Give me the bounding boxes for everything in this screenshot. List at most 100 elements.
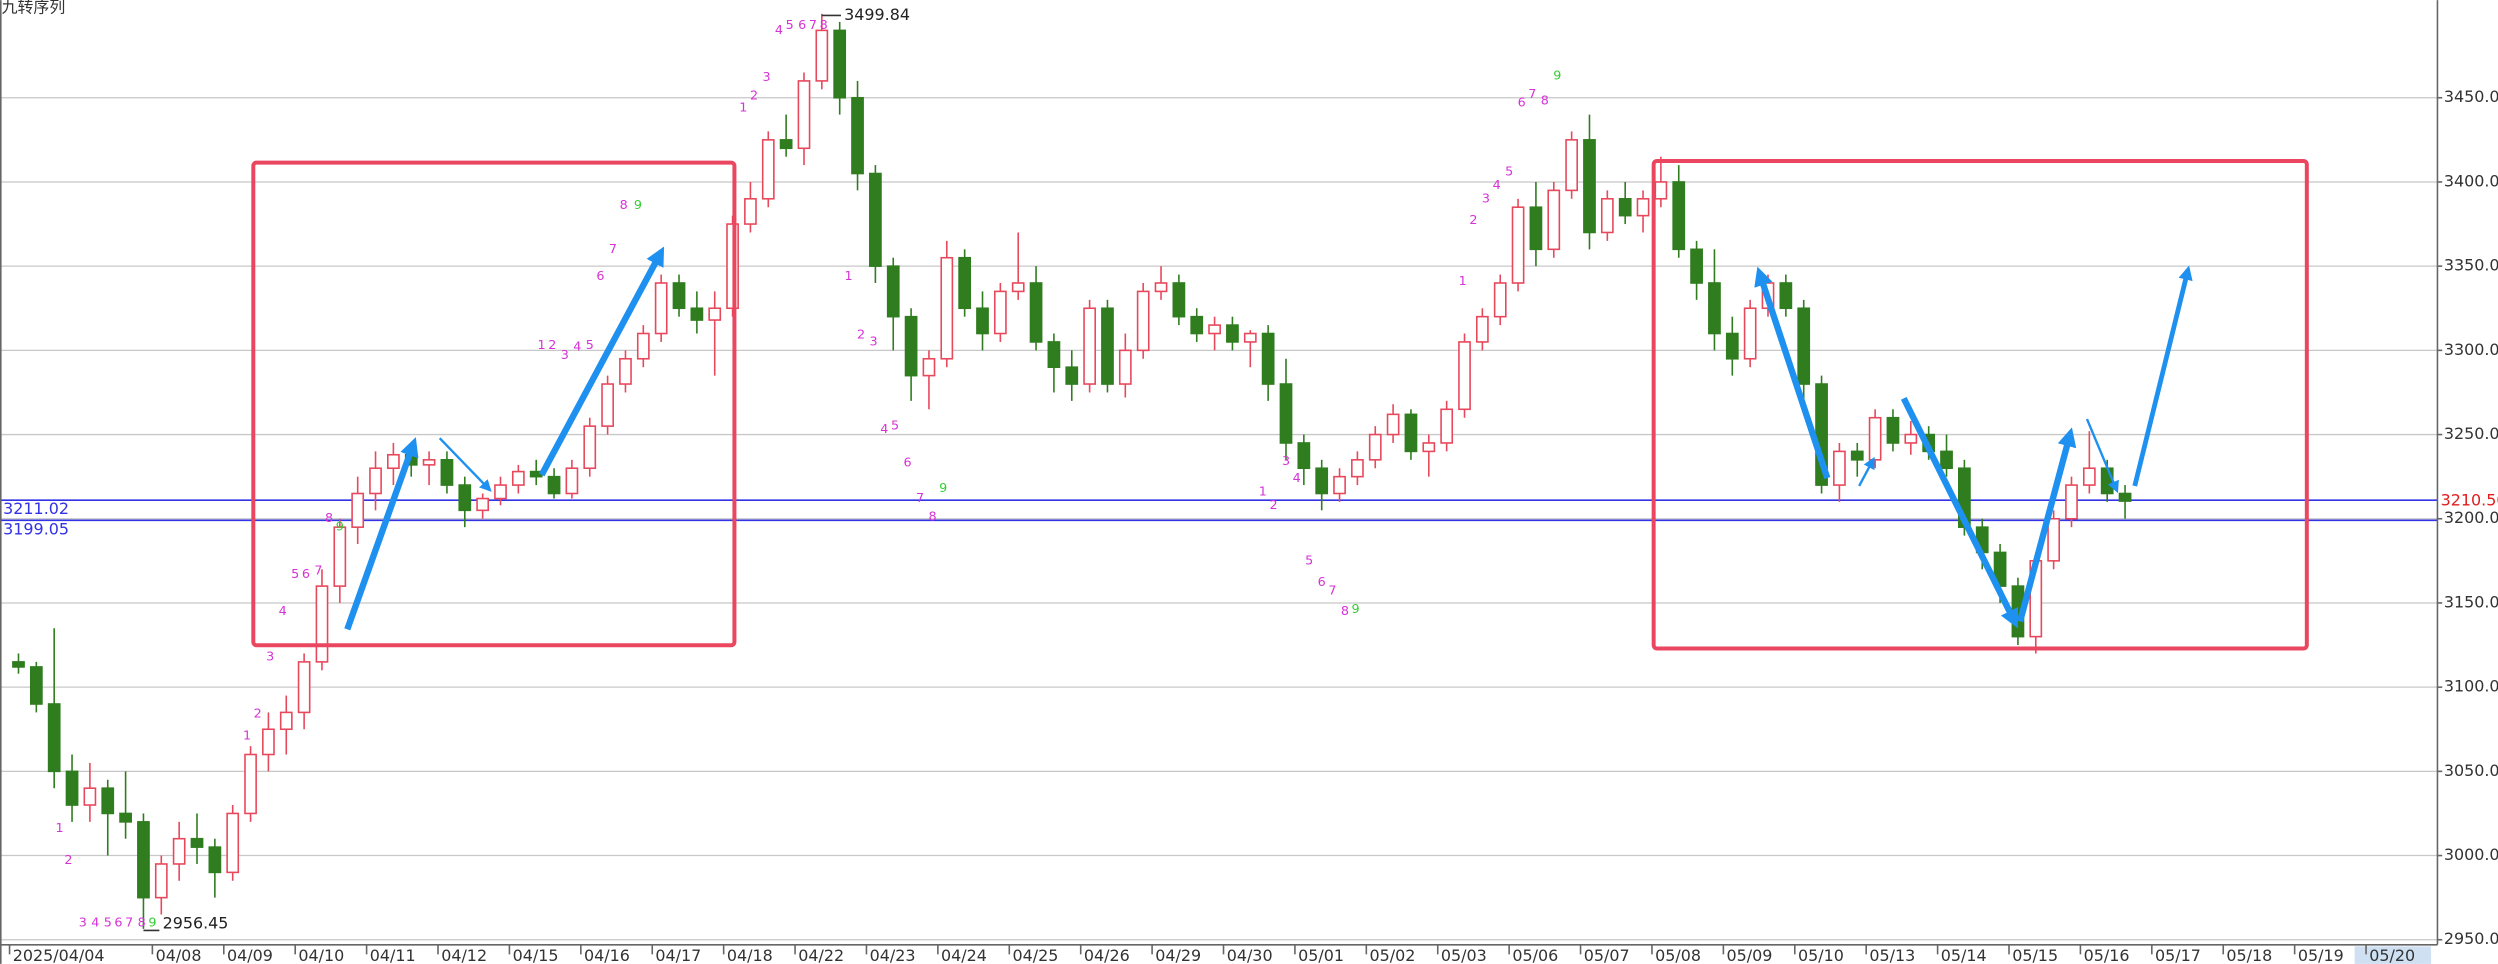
candle-body [279, 711, 293, 731]
x-tick-label: 04/22 [798, 946, 844, 964]
candle-body [1940, 450, 1953, 470]
candle-body [422, 459, 436, 466]
x-tick-label: 05/16 [2084, 946, 2130, 964]
arrow [2132, 265, 2193, 487]
x-tick-label: 04/17 [655, 946, 701, 964]
td-count: 5 [291, 567, 299, 582]
td-count: 5 [1305, 553, 1313, 568]
candle-body [1029, 282, 1043, 343]
chart-title: 九转序列 [2, 0, 66, 17]
y-tick-label: 3350.00 [2444, 256, 2498, 275]
x-tick-label: 05/18 [2226, 946, 2272, 964]
arrow [538, 246, 665, 477]
x-tick-label: 04/09 [227, 946, 273, 964]
td-count: 7 [916, 491, 924, 506]
td-count: 6 [798, 18, 806, 33]
candle-body [583, 425, 597, 470]
x-tick-label: 05/20 [2369, 946, 2415, 964]
candle-body [708, 307, 722, 321]
candle-body [119, 812, 132, 823]
td-count: 3 [762, 70, 770, 85]
x-tick-label: 04/15 [513, 946, 559, 964]
td-count: 1 [739, 100, 747, 115]
x-tick-label: 05/03 [1441, 946, 1487, 964]
candle-body [1850, 450, 1864, 461]
candle-body [1475, 315, 1489, 343]
candle-body [1083, 307, 1096, 385]
level-label: 3199.05 [3, 519, 69, 538]
candle-body [476, 497, 490, 512]
td-count: 5 [104, 915, 112, 930]
x-tick-label: 04/29 [1155, 946, 1201, 964]
candle-body [458, 484, 472, 512]
x-tick-label: 05/10 [1798, 946, 1844, 964]
x-tick-label: 04/12 [441, 946, 487, 964]
candle-body [83, 787, 97, 806]
candle-body [815, 29, 829, 82]
candle-body [1315, 467, 1329, 495]
candle-body [315, 585, 329, 663]
candle-body [1511, 206, 1525, 284]
x-tick-label: 05/13 [1869, 946, 1915, 964]
td-count: 1 [1259, 484, 1267, 499]
candle-body [1351, 459, 1364, 478]
candle-body [244, 753, 257, 815]
y-tick-label: 3450.00 [2444, 87, 2498, 106]
candle-body [779, 139, 793, 150]
candle-body [1154, 282, 1168, 293]
candle-body [1118, 349, 1132, 385]
candle-body [1743, 307, 1757, 360]
x-tick-label: 04/18 [727, 946, 773, 964]
td-count: 8 [1541, 94, 1549, 109]
candle-body [1172, 282, 1186, 318]
candle-body [262, 728, 275, 756]
td-count: 9 [148, 915, 156, 930]
arrow [344, 437, 419, 631]
candle-body [1386, 413, 1400, 436]
candle-body [1565, 139, 1579, 192]
candle-body [619, 357, 632, 385]
candle-body [761, 139, 775, 200]
candle-body [1886, 416, 1900, 444]
x-tick-label: 05/14 [1941, 946, 1987, 964]
candle-body [2100, 467, 2114, 495]
td-count: 5 [891, 419, 899, 434]
candle-body [1797, 307, 1811, 385]
date-highlight [2354, 946, 2432, 964]
candle-body [672, 282, 686, 310]
candle-body [886, 265, 900, 318]
candle-body [1708, 282, 1721, 335]
td-count: 2 [857, 328, 865, 343]
td-count: 6 [1518, 95, 1526, 110]
td-count: 6 [302, 567, 310, 582]
td-count: 3 [870, 334, 878, 349]
candle-body [1011, 282, 1025, 293]
x-tick-label: 04/16 [584, 946, 630, 964]
td-count: 4 [91, 915, 99, 930]
td-count: 3 [79, 915, 87, 930]
x-tick-label: 04/30 [1227, 946, 1273, 964]
candle-body [1690, 248, 1703, 284]
candle-body [565, 467, 579, 495]
candle-body [351, 492, 365, 528]
td-count: 4 [1493, 178, 1501, 193]
td-count: 8 [620, 198, 628, 213]
y-tick-label: 3000.00 [2444, 845, 2498, 864]
candle-body [1636, 197, 1650, 217]
candle-body [1136, 290, 1150, 352]
td-count: 7 [609, 242, 617, 257]
y-tick-label: 3400.00 [2444, 171, 2498, 190]
td-count: 7 [1528, 87, 1536, 102]
y-tick-label: 3150.00 [2444, 592, 2498, 611]
td-count: 2 [64, 853, 72, 868]
td-count: 9 [939, 481, 947, 496]
td-count: 1 [1459, 274, 1467, 289]
candle-body [47, 703, 61, 773]
candle-body [1547, 189, 1561, 251]
td-count: 3 [561, 348, 569, 363]
candle-body [1297, 442, 1311, 470]
x-tick-label: 05/06 [1512, 946, 1558, 964]
td-count: 9 [336, 520, 344, 535]
td-count: 3 [266, 649, 274, 664]
